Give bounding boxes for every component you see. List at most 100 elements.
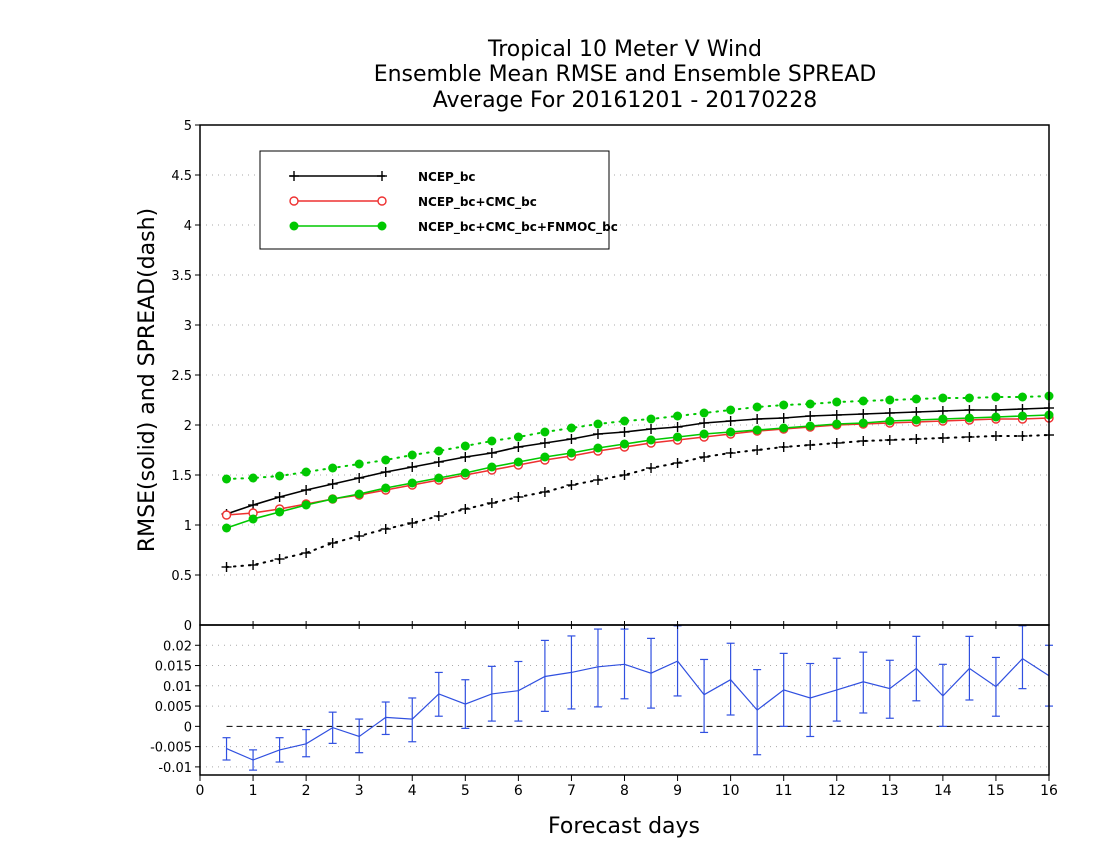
filled-circle-marker	[991, 412, 1001, 422]
legend-label: NCEP_bc+CMC_bc+FNMOC_bc	[418, 220, 618, 235]
filled-circle-marker	[593, 443, 603, 453]
filled-circle-marker	[513, 432, 523, 442]
legend-box	[259, 150, 610, 250]
filled-circle-marker	[460, 468, 470, 478]
bottom-y-tick-label: -0.01	[158, 761, 192, 776]
open-circle-marker	[377, 196, 387, 206]
bottom-y-tick-label: -0.005	[150, 741, 192, 756]
filled-circle-marker	[566, 448, 576, 458]
filled-circle-marker	[620, 416, 629, 426]
filled-circle-marker	[858, 396, 868, 406]
x-tick-label: 7	[567, 783, 576, 799]
bottom-panel-frame	[199, 624, 1050, 776]
filled-circle-marker	[1017, 411, 1027, 421]
top-y-tick-label: 1.5	[171, 469, 192, 484]
top-y-tick-label: 5	[184, 119, 192, 134]
chart-title-line-3: Average For 20161201 - 20170228	[432, 88, 818, 113]
filled-circle-marker	[885, 416, 895, 426]
top-y-tick-label: 1	[184, 519, 192, 534]
x-tick-label: 11	[775, 783, 793, 799]
difference-line	[226, 657, 1050, 761]
x-tick-label: 1	[249, 783, 258, 799]
filled-circle-marker	[381, 455, 391, 465]
y-axis-label: RMSE(solid) and SPREAD(dash)	[135, 208, 160, 552]
filled-circle-marker	[779, 423, 789, 433]
top-panel-series	[221, 391, 1054, 572]
filled-circle-marker	[407, 478, 417, 488]
open-circle-marker	[289, 196, 299, 206]
filled-circle-marker	[938, 414, 948, 424]
filled-circle-marker	[964, 413, 974, 423]
filled-circle-marker	[222, 523, 232, 533]
panel-boundary-zero-label: 0	[184, 619, 192, 634]
x-tick-label: 16	[1040, 783, 1058, 799]
legend-label: NCEP_bc	[418, 170, 476, 185]
filled-circle-marker	[1017, 392, 1027, 402]
filled-circle-marker	[673, 432, 683, 442]
filled-circle-marker	[646, 435, 656, 445]
filled-circle-marker	[434, 446, 444, 456]
x-tick-label: 9	[673, 783, 682, 799]
x-tick-label: 12	[828, 783, 846, 799]
rmse-line	[226, 414, 1050, 529]
filled-circle-marker	[752, 402, 762, 412]
spread-line	[225, 434, 1050, 568]
top-panel-y-axis: 0.5 1 1.5 2 2.5 3 3.5 4 4.5 5	[171, 119, 200, 584]
filled-circle-marker	[646, 414, 656, 424]
filled-circle-marker	[911, 415, 921, 425]
x-tick-label: 10	[722, 783, 740, 799]
filled-circle-marker	[699, 408, 709, 418]
filled-circle-marker	[540, 427, 550, 437]
x-tick-label: 2	[302, 783, 311, 799]
x-tick-label: 0	[196, 783, 205, 799]
top-y-tick-label: 2.5	[171, 369, 192, 384]
x-axis: 0 1 2 3 4 5 6 7 8 9 10 11 12 13 14 15 16	[196, 621, 1058, 799]
x-tick-label: 3	[355, 783, 364, 799]
filled-circle-marker	[832, 397, 842, 407]
x-tick-label: 15	[987, 783, 1005, 799]
chart-title-line-2: Ensemble Mean RMSE and Ensemble SPREAD	[373, 62, 877, 87]
filled-circle-marker	[328, 463, 338, 473]
filled-circle-marker	[673, 411, 683, 421]
bottom-panel-y-axis: -0.01 -0.005 0 0.005 0.01 0.015 0.02 0	[150, 619, 200, 776]
x-tick-label: 5	[461, 783, 470, 799]
bottom-panel-series	[222, 625, 1053, 771]
filled-circle-marker	[726, 427, 736, 437]
filled-circle-marker	[487, 436, 497, 446]
bottom-y-tick-label: 0	[184, 720, 192, 735]
filled-circle-marker	[407, 450, 417, 460]
bottom-y-tick-label: 0.005	[155, 700, 192, 715]
chart-title-line-1: Tropical 10 Meter V Wind	[487, 37, 763, 62]
rmse-line	[226, 417, 1050, 516]
x-tick-label: 8	[620, 783, 629, 799]
rmse-line	[226, 407, 1050, 515]
filled-circle-marker	[377, 221, 387, 231]
filled-circle-marker	[301, 467, 311, 477]
filled-circle-marker	[381, 483, 391, 493]
x-tick-label: 6	[514, 783, 523, 799]
top-y-tick-label: 3	[184, 319, 192, 334]
bottom-y-tick-label: 0.02	[163, 639, 192, 654]
legend-label: NCEP_bc+CMC_bc	[418, 195, 537, 210]
filled-circle-marker	[460, 441, 470, 451]
filled-circle-marker	[964, 393, 974, 403]
top-y-tick-label: 3.5	[171, 269, 192, 284]
filled-circle-marker	[699, 429, 709, 439]
filled-circle-marker	[487, 462, 497, 472]
filled-circle-marker	[540, 452, 550, 462]
spread-line	[225, 395, 1050, 480]
filled-circle-marker	[620, 439, 629, 449]
filled-circle-marker	[938, 393, 948, 403]
filled-circle-marker	[222, 474, 232, 484]
filled-circle-marker	[248, 514, 258, 524]
legend: NCEP_bc NCEP_bc+CMC_bc NCEP_bc+CMC_bc+FNMO…	[259, 150, 618, 250]
top-y-tick-label: 2	[184, 419, 192, 434]
filled-circle-marker	[275, 507, 285, 517]
filled-circle-marker	[726, 405, 736, 415]
filled-circle-marker	[248, 473, 258, 483]
filled-circle-marker	[779, 400, 789, 410]
open-circle-marker	[221, 510, 232, 520]
filled-circle-marker	[566, 423, 576, 433]
filled-circle-marker	[289, 221, 299, 231]
filled-circle-marker	[832, 419, 842, 429]
